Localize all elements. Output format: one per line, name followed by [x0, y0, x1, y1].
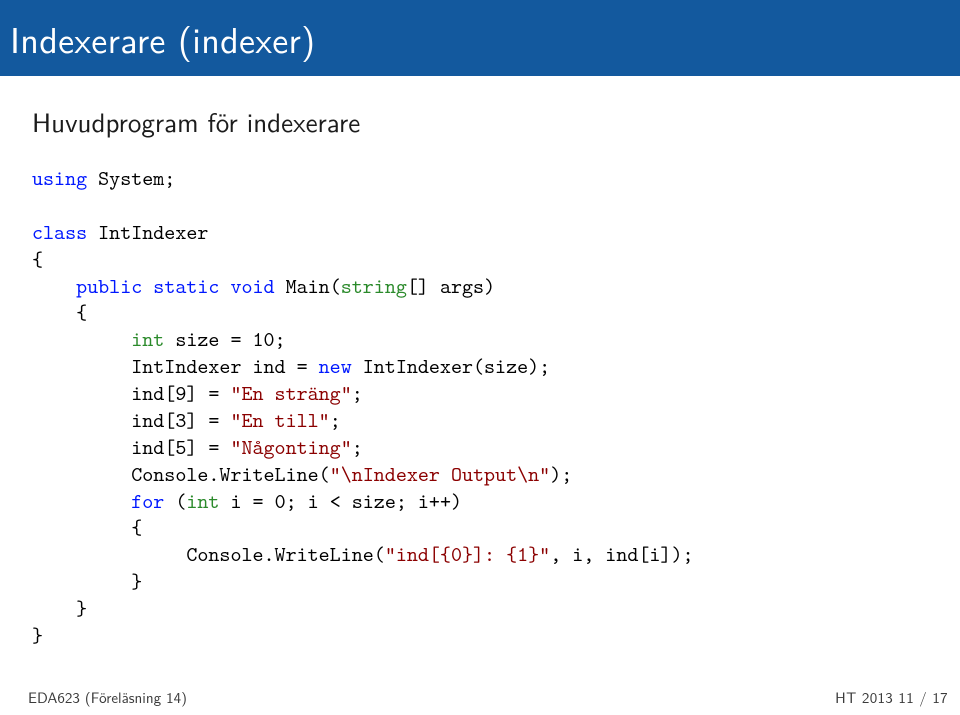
code-text: ;: [330, 406, 341, 434]
code-text: System;: [87, 164, 175, 192]
code-string: "En sträng": [230, 379, 351, 407]
code-text: ;: [352, 433, 363, 461]
code-text: Console.WriteLine(: [32, 540, 385, 568]
code-keyword: for: [131, 487, 164, 515]
code-keyword: using: [32, 164, 87, 192]
code-string: "ind[{0}]: {1}": [385, 540, 550, 568]
code-text: [] args): [407, 272, 495, 300]
code-text: {: [32, 513, 142, 541]
code-keyword: static: [142, 272, 219, 300]
code-string: "\nIndexer Output\n": [330, 460, 551, 488]
code-text: ;: [352, 379, 363, 407]
code-keyword: void: [219, 272, 274, 300]
slide-subtitle: Huvudprogram för indexerare: [32, 102, 928, 141]
code-text: Console.WriteLine(: [32, 460, 330, 488]
code-keyword: public: [76, 272, 142, 300]
slide-title: Indexerare (indexer): [10, 12, 315, 65]
code-text: [32, 325, 131, 353]
code-text: {: [32, 245, 43, 273]
code-string: "En till": [230, 406, 329, 434]
code-keyword: class: [32, 218, 87, 246]
code-text: (: [164, 487, 186, 515]
code-text: }: [32, 594, 87, 622]
code-text: i = 0; i < size; i++): [219, 487, 462, 515]
code-text: [32, 487, 131, 515]
code-type: int: [186, 487, 219, 515]
code-text: [32, 272, 76, 300]
code-text: size = 10;: [164, 325, 285, 353]
code-string: "Någonting": [230, 433, 351, 461]
code-text: );: [550, 460, 572, 488]
code-text: IntIndexer(size);: [352, 352, 550, 380]
code-text: , i, ind[i]);: [550, 540, 693, 568]
slide-body: Huvudprogram för indexerare using System…: [0, 76, 960, 649]
code-type: int: [131, 325, 164, 353]
code-text: ind[9] =: [32, 379, 230, 407]
code-text: }: [32, 621, 43, 649]
code-text: }: [32, 567, 142, 595]
slide: Indexerare (indexer) Huvudprogram för in…: [0, 0, 960, 715]
code-text: ind[5] =: [32, 433, 230, 461]
code-keyword: new: [319, 352, 352, 380]
code-text: ind[3] =: [32, 406, 230, 434]
footer-right: HT 2013 11 / 17: [835, 686, 948, 708]
code-type: string: [341, 272, 407, 300]
code-text: Main(: [275, 272, 341, 300]
code-block: using System; class IntIndexer { public …: [32, 165, 928, 649]
code-text: IntIndexer ind =: [32, 352, 319, 380]
title-bar: Indexerare (indexer): [0, 0, 960, 76]
footer-left: EDA623 (Föreläsning 14): [28, 686, 187, 708]
footer: EDA623 (Föreläsning 14) HT 2013 11 / 17: [0, 683, 960, 715]
code-text: {: [32, 298, 87, 326]
code-text: IntIndexer: [87, 218, 208, 246]
